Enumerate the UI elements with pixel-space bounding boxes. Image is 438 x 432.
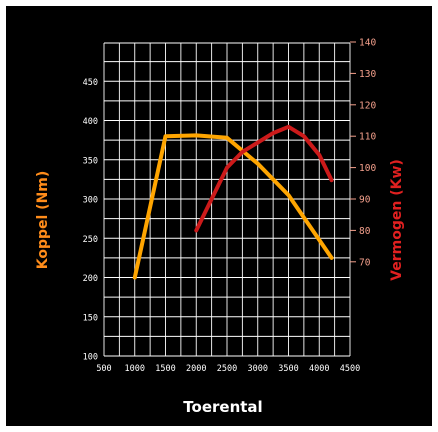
power-line (194, 124, 334, 233)
torque-power-chart: 500 1000 1500 2000 2500 3000 3500 4000 4500 1001… (35, 38, 405, 417)
x-tick-label: 3500 (278, 364, 298, 374)
left-tick-label: 150 (83, 313, 98, 323)
x-axis-title: Toerental (183, 398, 262, 416)
right-tick-label: 80 (359, 226, 371, 237)
left-tick-labels: 100 150 200 250 300 350 400 450 (83, 78, 98, 363)
left-tick-label: 350 (83, 156, 98, 166)
x-tick-label: 1000 (125, 364, 145, 374)
left-tick-label: 100 (83, 353, 98, 363)
x-tick-label: 2500 (217, 364, 237, 374)
right-axis-title: Vermogen (Kw) (389, 159, 405, 281)
series-layer (132, 124, 334, 280)
right-tick-label: 100 (359, 163, 376, 174)
chart-frame: 500 1000 1500 2000 2500 3000 3500 4000 4500 100 1… (6, 6, 432, 426)
right-tick-labels: 70 80 90 100 110 120 130 140 (359, 38, 376, 269)
grid (103, 41, 356, 357)
right-tick-label: 70 (359, 257, 371, 268)
left-tick-label: 300 (83, 196, 98, 206)
x-tick-label: 4000 (309, 364, 329, 374)
torque-line (132, 133, 334, 280)
right-tick-label: 120 (359, 100, 376, 111)
x-tick-label: 1500 (155, 364, 175, 374)
right-tick-label: 90 (359, 195, 371, 206)
left-tick-label: 250 (83, 235, 98, 245)
left-tick-label: 450 (83, 78, 98, 88)
x-tick-label: 3000 (248, 364, 268, 374)
right-tick-label: 140 (359, 38, 376, 49)
x-tick-labels: 500 1000 1500 2000 2500 3000 3500 4000 4500 (96, 364, 360, 374)
x-tick-label: 2000 (186, 364, 206, 374)
left-tick-label: 400 (83, 117, 98, 127)
x-tick-label: 4500 (340, 364, 360, 374)
left-tick-label: 200 (83, 274, 98, 284)
right-tick-label: 110 (359, 132, 376, 143)
x-tick-label: 500 (96, 364, 111, 374)
left-axis-title: Koppel (Nm) (35, 171, 51, 270)
right-tick-label: 130 (359, 69, 376, 80)
